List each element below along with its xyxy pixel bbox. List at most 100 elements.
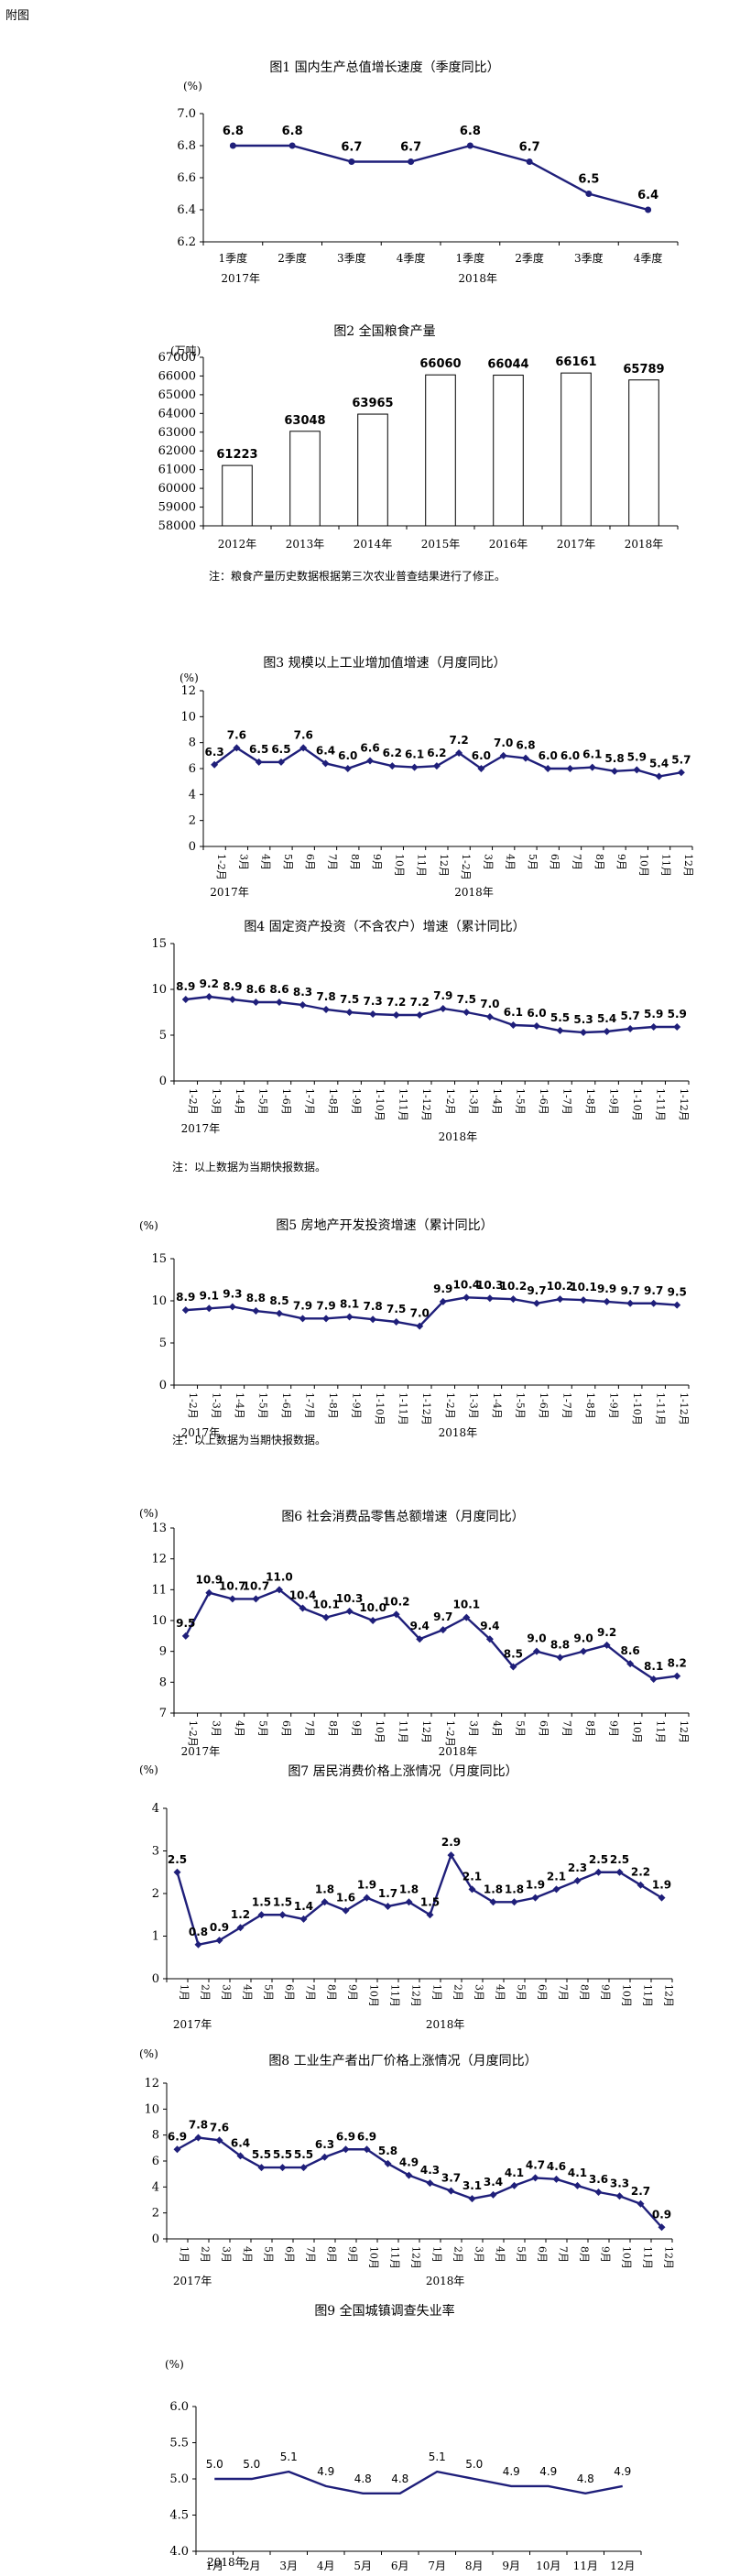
chart-5-x-tick-label: 1-7月: [304, 1392, 316, 1419]
chart-1-y-tick-label: 7.0: [177, 107, 196, 121]
chart-4-x-tick-label: 1-8月: [584, 1088, 596, 1115]
chart-8-data-label: 3.7: [441, 2172, 461, 2185]
chart-9-x-tick-label: 8月: [465, 2560, 484, 2572]
chart-6-data-label: 10.9: [196, 1574, 223, 1587]
chart-8-x-tick-label: 3月: [221, 2246, 233, 2263]
chart-7-data-point: [299, 1915, 308, 1923]
chart-4-x-tick-label: 1-5月: [256, 1088, 268, 1115]
chart-9-x-tick-label: 1月: [205, 2560, 223, 2572]
chart-7-y-tick-label: 0: [152, 1972, 159, 1986]
chart-5-data-point: [556, 1295, 564, 1304]
chart-4-data-label: 5.5: [550, 1011, 570, 1024]
chart-5-data-label: 7.5: [386, 1303, 406, 1315]
chart-6-data-label: 10.0: [359, 1601, 386, 1614]
chart-6-data-label: 8.8: [550, 1638, 570, 1651]
chart-3-x-tick-label: 8月: [349, 854, 361, 870]
chart-8-data-label: 4.1: [505, 2167, 524, 2179]
chart-8-data-label: 3.1: [462, 2179, 482, 2192]
chart-6-data-point: [673, 1672, 681, 1680]
chart-2-bar: [222, 464, 253, 527]
chart-7-series-line: [176, 1852, 663, 1947]
chart-8-data-label: 6.4: [231, 2136, 250, 2149]
chart-1-data-point: [466, 142, 473, 149]
chart-8-data-point: [363, 2145, 371, 2154]
chart-6-data-label: 10.7: [219, 1579, 246, 1592]
chart-5-data-point: [369, 1315, 377, 1324]
chart-7-data-label: 1.8: [505, 1883, 524, 1895]
chart-7-x-tick-label: 10月: [621, 1984, 633, 2007]
chart-2-y-tick-label: 59000: [158, 501, 196, 515]
chart-8-x-tick-label: 7月: [558, 2246, 570, 2263]
chart-6-x-tick-label: 7月: [561, 1720, 573, 1737]
chart-4-data-label: 5.3: [573, 1013, 593, 1026]
chart-2-data-label: 61223: [216, 448, 257, 462]
chart-7-data-label: 1.9: [526, 1879, 545, 1892]
chart-8-data-label: 4.9: [399, 2156, 419, 2169]
chart-9-data-label: 5.0: [465, 2458, 483, 2471]
chart-6-series-line: [184, 1588, 678, 1681]
chart-retail-sales: 图6 社会消费品零售总额增速（月度同比） (%) 7 8 9 10 11 12 13 1-2月 3月…: [0, 1502, 740, 1764]
chart-3-data-point: [611, 767, 619, 775]
chart-8-year-label: 2017年: [173, 2275, 212, 2287]
chart-1-year-label: 2018年: [458, 272, 497, 285]
chart-7-data-label: 1.5: [252, 1895, 271, 1908]
chart-6-x-tick-label: 11月: [655, 1720, 667, 1743]
chart-5-x-tick-label: 1-9月: [351, 1392, 363, 1419]
chart-5-year-label: 2017年: [181, 1426, 221, 1439]
chart-7-x-tick-label: 4月: [242, 1984, 254, 2001]
chart-2-note: 注：粮食产量历史数据根据第三次农业普查结果进行了修正。: [209, 570, 506, 583]
chart-9-data-label: 4.9: [614, 2465, 631, 2478]
chart-3-data-label: 6.0: [560, 749, 580, 762]
chart-8-y-tick-label: 12: [144, 2077, 159, 2090]
chart-5-data-label: 10.2: [547, 1280, 574, 1293]
chart-5-x-tick-label: 1-6月: [280, 1392, 292, 1419]
chart-6-x-tick-label: 4月: [491, 1720, 503, 1737]
chart-8-x-tick-label: 2月: [452, 2246, 464, 2263]
chart-3-data-label: 6.0: [338, 749, 357, 762]
chart-8-data-point: [594, 2189, 603, 2196]
chart-6-data-label: 10.4: [289, 1589, 317, 1602]
chart-8-data-label: 5.5: [294, 2148, 313, 2161]
chart-8-x-tick-label: 12月: [663, 2246, 675, 2269]
chart-7-x-tick-label: 11月: [389, 1984, 401, 2007]
chart-8-data-label: 3.4: [484, 2176, 503, 2189]
chart-3-data-label: 6.2: [383, 747, 402, 759]
chart-2-x-tick-label: 2016年: [489, 538, 528, 551]
chart-8-data-point: [405, 2171, 413, 2179]
chart-4-y-tick-label: 10: [151, 983, 167, 997]
chart-3-x-tick-label: 1-2月: [460, 854, 472, 880]
chart-4-x-tick-label: 1-8月: [327, 1088, 339, 1115]
chart-7-x-tick-label: 1月: [431, 1984, 443, 2001]
chart-8-y-tick-label: 4: [152, 2180, 159, 2194]
chart-2-bar: [425, 374, 456, 527]
chart-4-data-point: [509, 1021, 517, 1029]
chart-2-x-tick-label: 2018年: [625, 538, 664, 551]
chart-1-data-label: 6.8: [460, 125, 481, 138]
chart-5-x-tick-label: 1-11月: [397, 1392, 409, 1425]
chart-4-data-point: [322, 1006, 331, 1013]
chart-4-data-label: 7.8: [316, 990, 335, 1003]
chart-7-y-tick-label: 4: [152, 1802, 159, 1816]
chart-6-data-label: 8.5: [504, 1648, 523, 1661]
chart-8-data-point: [552, 2175, 560, 2183]
chart-4-x-tick-label: 1-6月: [538, 1088, 550, 1115]
chart-6-y-tick-label: 8: [159, 1675, 167, 1689]
chart-1-data-label: 6.4: [637, 189, 658, 202]
chart-5-data-label: 9.9: [597, 1283, 616, 1295]
chart-8-x-tick-label: 4月: [495, 2246, 506, 2263]
chart-7-x-tick-label: 9月: [347, 1984, 359, 2001]
chart-9-y-tick-label: 4.0: [169, 2545, 189, 2559]
chart-7-year-label: 2018年: [426, 2018, 465, 2031]
chart-8-x-tick-label: 5月: [263, 2246, 275, 2263]
chart-2-data-label: 65789: [623, 363, 664, 377]
chart-3-data-point: [255, 758, 263, 766]
chart-7-data-point: [531, 1894, 539, 1902]
chart-8-y-tick-label: 2: [152, 2207, 159, 2221]
chart-5-data-label: 8.8: [246, 1292, 266, 1304]
chart-7-x-tick-label: 6月: [537, 1984, 549, 2001]
chart-4-y-tick-label: 0: [159, 1075, 167, 1088]
chart-5-data-point: [649, 1299, 658, 1307]
chart-3-data-point: [566, 765, 574, 772]
chart-1-data-label: 6.7: [400, 141, 421, 155]
chart-3-x-tick-label: 6月: [304, 854, 316, 870]
